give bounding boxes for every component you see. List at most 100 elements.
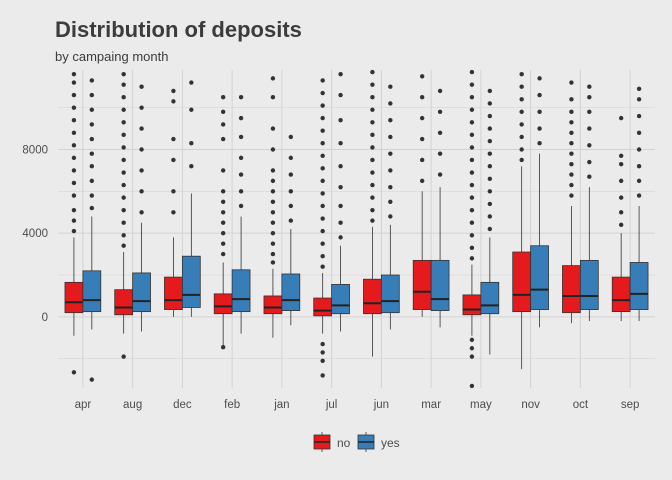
- outlier-point: [437, 151, 443, 156]
- box-sep-no: [611, 115, 631, 322]
- outlier-point: [71, 92, 77, 98]
- outlier-point: [288, 189, 294, 194]
- outlier-point: [71, 130, 77, 135]
- x-tick-label-jun: jun: [373, 399, 389, 411]
- outlier-point: [238, 115, 244, 121]
- outlier-point: [370, 182, 375, 188]
- outlier-point: [469, 256, 475, 261]
- outlier-point: [370, 170, 375, 175]
- outlier-point: [419, 157, 425, 163]
- y-tick-label: 0: [42, 312, 48, 324]
- outlier-point: [89, 151, 95, 156]
- outlier-point: [270, 241, 276, 246]
- outlier-point: [71, 71, 77, 77]
- outlier-point: [487, 226, 493, 232]
- outlier-point: [71, 193, 77, 198]
- outlier-point: [121, 233, 126, 238]
- outlier-point: [121, 220, 126, 225]
- outlier-point: [189, 164, 194, 169]
- outlier-point: [587, 174, 592, 179]
- box-aug-no: [114, 71, 134, 359]
- outlier-point: [320, 264, 325, 269]
- outlier-point: [270, 94, 276, 100]
- box-body: [64, 281, 84, 314]
- x-tick-label-dec: dec: [173, 399, 192, 411]
- outlier-point: [189, 141, 194, 146]
- outlier-point: [469, 107, 475, 112]
- outlier-point: [270, 178, 276, 184]
- outlier-point: [519, 122, 524, 127]
- outlier-point: [437, 172, 443, 177]
- outlier-point: [338, 118, 343, 123]
- outlier-point: [171, 136, 176, 142]
- outlier-point: [487, 138, 493, 144]
- outlier-point: [139, 84, 144, 89]
- box-body: [380, 274, 400, 314]
- outlier-point: [636, 113, 642, 119]
- outlier-point: [388, 151, 393, 156]
- y-tick-label: 8000: [22, 145, 48, 157]
- box-body: [231, 269, 251, 313]
- outlier-point: [270, 199, 276, 205]
- outlier-point: [569, 172, 574, 177]
- outlier-point: [220, 345, 226, 350]
- outlier-point: [469, 195, 475, 200]
- outlier-point: [587, 143, 592, 148]
- outlier-point: [370, 69, 375, 75]
- outlier-point: [636, 147, 642, 152]
- chart-title: Distribution of deposits: [55, 17, 302, 42]
- box-body: [562, 265, 581, 314]
- box-jan-no: [263, 76, 283, 338]
- outlier-point: [636, 193, 642, 198]
- outlier-point: [270, 189, 276, 194]
- outlier-point: [288, 218, 294, 223]
- outlier-point: [139, 126, 144, 131]
- outlier-point: [388, 101, 393, 106]
- outlier-point: [238, 94, 244, 100]
- outlier-point: [89, 136, 95, 142]
- outlier-point: [487, 189, 493, 194]
- box-aug-yes: [132, 84, 151, 332]
- outlier-point: [519, 97, 524, 102]
- outlier-point: [270, 260, 276, 265]
- outlier-point: [419, 94, 425, 100]
- outlier-point: [220, 136, 226, 142]
- legend-item-yes: yes: [357, 432, 400, 452]
- outlier-point: [618, 210, 624, 215]
- outlier-point: [238, 203, 244, 209]
- outlier-point: [338, 220, 343, 225]
- outlier-point: [618, 115, 624, 121]
- outlier-point: [587, 84, 592, 89]
- outlier-point: [320, 191, 325, 196]
- outlier-point: [320, 228, 325, 234]
- outlier-point: [71, 143, 77, 148]
- outlier-point: [569, 193, 574, 198]
- outlier-point: [270, 76, 276, 81]
- outlier-point: [320, 253, 325, 259]
- outlier-point: [320, 78, 325, 83]
- outlier-point: [171, 157, 176, 163]
- box-may-yes: [480, 88, 500, 355]
- box-oct-yes: [579, 84, 599, 322]
- outlier-point: [270, 251, 276, 257]
- outlier-point: [71, 218, 77, 223]
- outlier-point: [338, 184, 343, 190]
- outlier-point: [469, 69, 475, 75]
- outlier-point: [519, 71, 524, 77]
- outlier-point: [171, 99, 176, 104]
- outlier-point: [121, 107, 126, 112]
- outlier-point: [171, 88, 176, 94]
- outlier-point: [487, 201, 493, 207]
- outlier-point: [320, 373, 325, 378]
- outlier-point: [569, 97, 574, 102]
- outlier-point: [437, 130, 443, 135]
- outlier-point: [469, 157, 475, 163]
- box-body: [512, 251, 532, 313]
- box-body: [462, 294, 482, 316]
- box-jun-no: [363, 69, 382, 357]
- box-body: [114, 289, 134, 316]
- outlier-point: [469, 120, 475, 125]
- outlier-point: [388, 168, 393, 173]
- outlier-point: [569, 151, 574, 156]
- outlier-point: [487, 88, 493, 94]
